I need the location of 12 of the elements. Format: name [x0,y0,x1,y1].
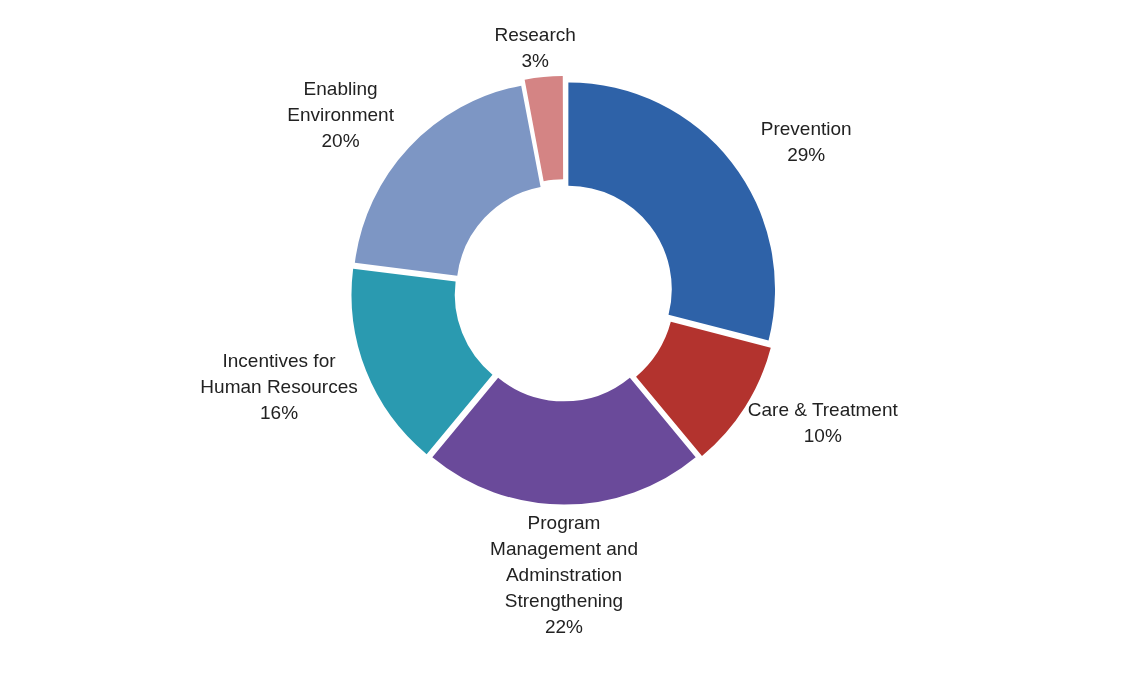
slice-label: Program Management and Adminstration Strengthening [490,512,638,612]
slice-label: Incentives for Human Resources [200,349,358,397]
data-label: 29% [787,143,826,165]
slice-label: Care & Treatment [747,398,899,420]
slice-label: Prevention [760,117,852,139]
slice-label: Enabling Environment [287,78,395,126]
data-label: 20% [321,130,360,152]
data-label: 16% [260,401,299,423]
data-label: 3% [521,50,549,72]
data-label: 10% [803,424,842,446]
slice-label: Research [494,24,576,46]
data-label: 22% [544,616,584,638]
